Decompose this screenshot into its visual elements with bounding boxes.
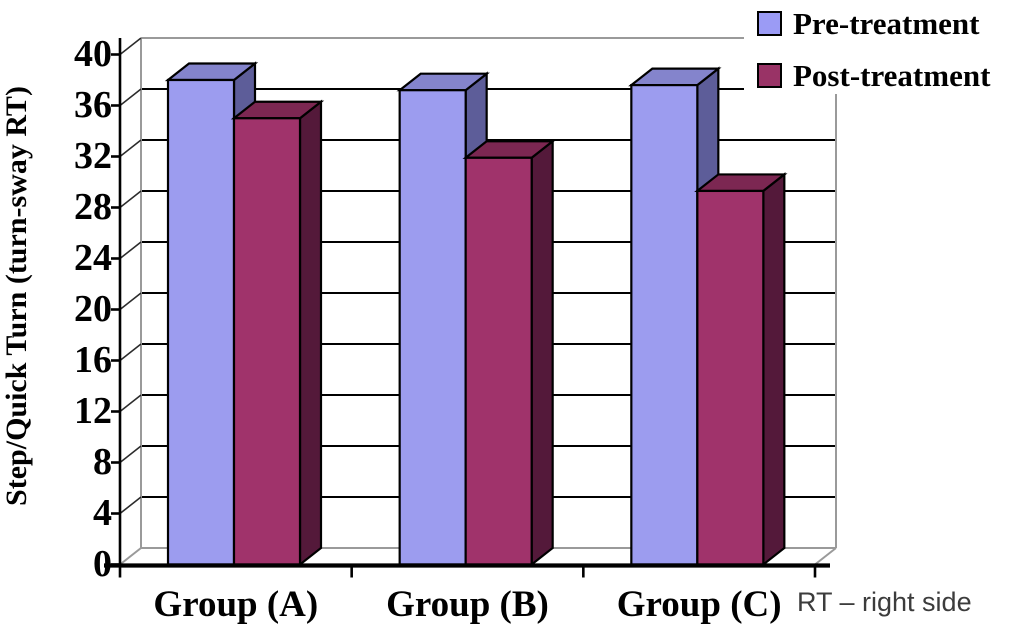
tick-connector-16 xyxy=(119,343,142,362)
y-tick-label-28: 28 xyxy=(74,185,112,228)
tick-connector-20 xyxy=(119,292,142,311)
tick-connector-4 xyxy=(119,496,142,515)
y-tick-label-40: 40 xyxy=(74,32,112,75)
y-axis-title: Step/Quick Turn (turn-sway RT) xyxy=(0,86,33,506)
category-label-2: Group (C) xyxy=(616,584,782,625)
y-tick-label-0: 0 xyxy=(93,542,112,585)
bar-post-group-2 xyxy=(694,172,788,567)
bar-front-face xyxy=(166,78,236,566)
tick-connector-24 xyxy=(119,241,142,260)
y-tick-label-8: 8 xyxy=(93,440,112,483)
legend-label: Pre-treatment xyxy=(793,6,980,41)
axes xyxy=(104,38,830,578)
legend-marker-icon xyxy=(757,63,782,88)
legend-marker-icon xyxy=(757,11,782,36)
y-tick-label-4: 4 xyxy=(93,491,112,534)
tick-connectors xyxy=(119,37,142,515)
y-tick-label-36: 36 xyxy=(74,83,112,126)
bar-side-face xyxy=(298,99,323,567)
legend: Pre-treatment Post-treatment xyxy=(744,0,1017,94)
y-tick-label-12: 12 xyxy=(74,389,112,432)
tick-connector-36 xyxy=(119,88,142,107)
legend-item-pre-treatment: Pre-treatment xyxy=(757,8,979,39)
floor-left-diagonal xyxy=(119,547,142,566)
tick-connector-28 xyxy=(119,190,142,209)
tick-connector-40 xyxy=(119,37,142,56)
bar-front-face xyxy=(696,189,765,566)
bar-post-group-0 xyxy=(230,99,325,567)
tick-connector-32 xyxy=(119,139,142,158)
annotation-rt-right-side: RT – right side xyxy=(797,587,972,617)
legend-label: Post-treatment xyxy=(793,58,991,93)
category-label-0: Group (A) xyxy=(153,584,319,625)
tick-connector-8 xyxy=(119,445,142,464)
y-tick-label-20: 20 xyxy=(74,287,112,330)
tick-connector-12 xyxy=(119,394,142,413)
bar-side-face xyxy=(762,172,786,567)
bar-front-face xyxy=(398,89,467,566)
floor-right-diagonal xyxy=(814,547,837,566)
category-label-1: Group (B) xyxy=(386,584,549,625)
bar-side-face xyxy=(530,139,554,567)
bar-front-face xyxy=(630,83,699,566)
bar-front-face xyxy=(464,156,533,566)
y-tick-label-32: 32 xyxy=(74,134,112,177)
legend-item-post-treatment: Post-treatment xyxy=(757,60,990,91)
y-tick-label-24: 24 xyxy=(74,236,112,279)
bar-front-face xyxy=(232,117,302,566)
bars xyxy=(164,61,788,567)
y-tick-label-16: 16 xyxy=(74,338,112,381)
bar-post-group-1 xyxy=(462,139,556,567)
